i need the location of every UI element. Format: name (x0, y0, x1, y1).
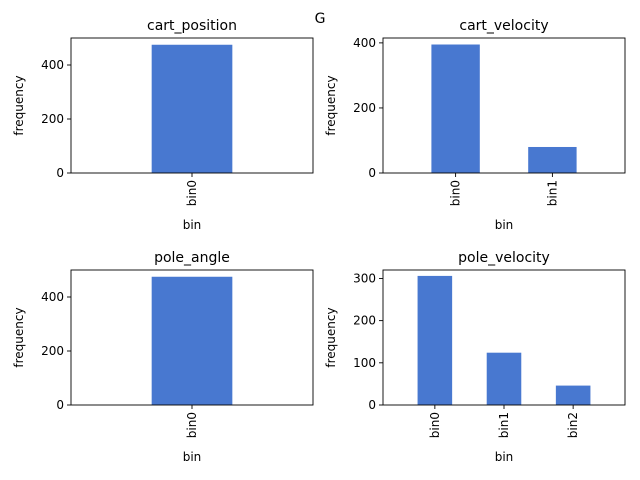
bar-bin2 (555, 385, 591, 405)
x-axis-label: bin (183, 450, 202, 464)
x-axis-label: bin (495, 450, 514, 464)
bar-bin1 (528, 146, 577, 173)
y-tick-label: 200 (353, 101, 376, 115)
y-tick-label: 0 (368, 166, 376, 180)
y-tick-label: 300 (353, 271, 376, 285)
bar-bin0 (151, 276, 233, 405)
y-tick-label: 200 (41, 344, 64, 358)
x-axis-label: bin (183, 218, 202, 232)
figure-suptitle: G (315, 11, 326, 27)
axes-frame (382, 37, 626, 174)
axes-title: cart_position (147, 18, 237, 34)
bar-bin0 (417, 275, 453, 405)
y-axis-label: frequency (12, 307, 26, 367)
bar-bin1 (486, 352, 522, 405)
x-tick-label: bin1 (497, 412, 511, 438)
x-tick-label: bin2 (566, 412, 580, 438)
y-tick-label: 0 (368, 398, 376, 412)
bar-bin0 (151, 44, 233, 173)
axes-title: pole_angle (154, 250, 230, 266)
y-tick-label: 400 (41, 58, 64, 72)
y-tick-label: 200 (353, 314, 376, 328)
y-tick-label: 200 (41, 112, 64, 126)
y-axis-label: frequency (324, 75, 338, 135)
y-tick-label: 400 (353, 36, 376, 50)
y-tick-label: 0 (56, 166, 64, 180)
x-tick-label: bin0 (185, 180, 199, 206)
y-axis-label: frequency (324, 307, 338, 367)
x-tick-label: bin0 (185, 412, 199, 438)
y-tick-label: 100 (353, 356, 376, 370)
x-tick-label: bin0 (449, 180, 463, 206)
x-tick-label: bin1 (545, 180, 559, 206)
y-axis-label: frequency (12, 75, 26, 135)
y-tick-label: 0 (56, 398, 64, 412)
x-tick-label: bin0 (428, 412, 442, 438)
axes-title: pole_velocity (458, 250, 550, 266)
bar-bin0 (431, 44, 480, 174)
x-axis-label: bin (495, 218, 514, 232)
axes-title: cart_velocity (459, 18, 548, 34)
y-tick-label: 400 (41, 290, 64, 304)
